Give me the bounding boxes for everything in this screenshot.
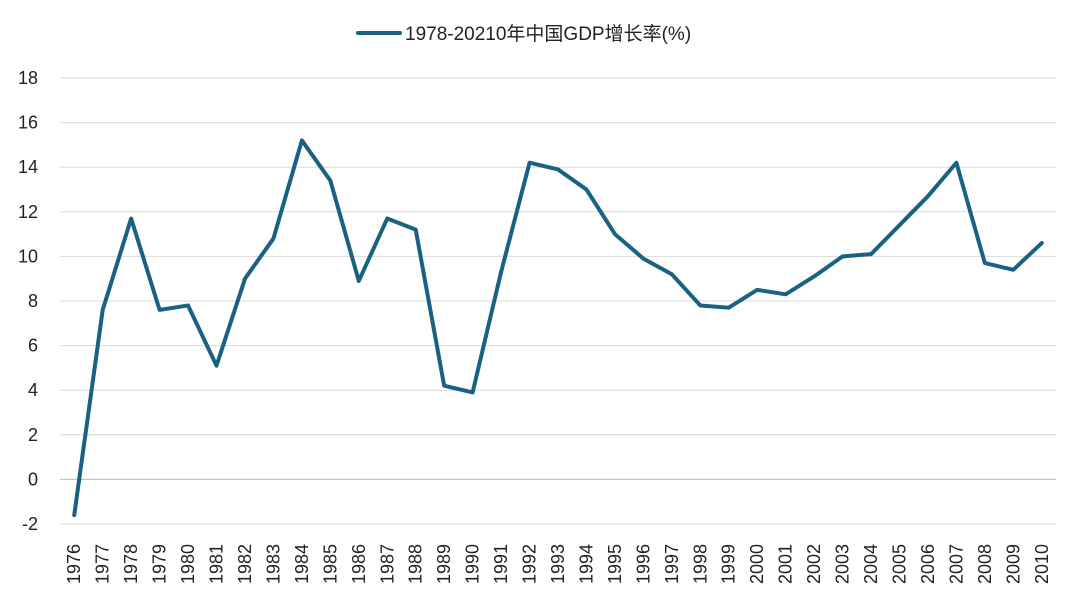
y-tick-label: 10	[18, 246, 38, 266]
x-tick-label: 2000	[747, 544, 767, 584]
x-tick-label: 2001	[776, 544, 796, 584]
data-point	[728, 307, 729, 308]
x-tick-label: 1979	[150, 544, 170, 584]
data-point	[558, 169, 559, 170]
x-tick-label: 2003	[833, 544, 853, 584]
x-tick-label: 1997	[662, 544, 682, 584]
x-tick-label: 2009	[1003, 544, 1023, 584]
y-axis-ticks: -2 0 2 4 6 8 10 12 14 16 18	[18, 68, 38, 534]
data-point	[102, 309, 103, 310]
data-point	[529, 162, 530, 163]
data-point	[244, 278, 245, 279]
data-point	[216, 365, 217, 366]
x-tick-label: 2008	[975, 544, 995, 584]
y-tick-label: 0	[28, 469, 38, 489]
y-tick-label: 18	[18, 68, 38, 88]
x-tick-label: 1989	[434, 544, 454, 584]
legend-label: 1978-20210年中国GDP增长率(%)	[405, 23, 691, 45]
data-point	[614, 234, 615, 235]
y-tick-label: 4	[28, 380, 38, 400]
data-point	[927, 196, 928, 197]
data-point	[472, 392, 473, 393]
x-tick-label: 1992	[520, 544, 540, 584]
data-point	[871, 254, 872, 255]
y-tick-label: 2	[28, 425, 38, 445]
x-tick-label: 1984	[292, 544, 312, 584]
x-tick-label: 1977	[93, 544, 113, 584]
x-tick-label: 1980	[178, 544, 198, 584]
x-tick-label: 1976	[64, 544, 84, 584]
y-tick-label: 16	[18, 113, 38, 133]
x-tick-label: 1988	[406, 544, 426, 584]
series-layer	[72, 138, 1044, 518]
x-tick-label: 1985	[320, 544, 340, 584]
data-point	[671, 274, 672, 275]
data-point	[899, 225, 900, 226]
gridlines	[60, 77, 1056, 525]
data-point	[444, 385, 445, 386]
y-tick-label: 14	[18, 157, 38, 177]
x-tick-label: 1978	[121, 544, 141, 584]
data-point	[586, 189, 587, 190]
data-point	[131, 218, 132, 219]
x-tick-label: 1994	[576, 544, 596, 584]
data-point	[785, 294, 786, 295]
x-axis-ticks: 1976 1977 1978 1979 1980 1981 1982 1983 1984 1985…	[64, 544, 1052, 584]
x-tick-label: 1999	[719, 544, 739, 584]
data-point	[501, 272, 502, 273]
x-tick-label: 2010	[1032, 544, 1052, 584]
x-tick-label: 2002	[804, 544, 824, 584]
x-tick-label: 2007	[946, 544, 966, 584]
x-tick-label: 1998	[690, 544, 710, 584]
data-point	[387, 218, 388, 219]
x-tick-label: 1996	[633, 544, 653, 584]
data-point	[273, 238, 274, 239]
x-tick-label: 1986	[349, 544, 369, 584]
x-tick-label: 1993	[548, 544, 568, 584]
data-point	[358, 280, 359, 281]
data-point	[643, 258, 644, 259]
x-tick-label: 1995	[605, 544, 625, 584]
data-point	[984, 263, 985, 264]
x-tick-label: 2005	[889, 544, 909, 584]
series-line-0	[72, 138, 1044, 518]
data-point	[159, 309, 160, 310]
x-tick-label: 1991	[491, 544, 511, 584]
y-tick-label: -2	[22, 514, 38, 534]
data-point	[74, 515, 75, 516]
y-tick-label: 8	[28, 291, 38, 311]
x-tick-label: 1982	[235, 544, 255, 584]
x-tick-label: 1981	[207, 544, 227, 584]
legend: 1978-20210年中国GDP增长率(%)	[356, 23, 691, 45]
x-tick-label: 1987	[377, 544, 397, 584]
data-point	[956, 162, 957, 163]
data-point	[700, 305, 701, 306]
x-tick-label: 2006	[918, 544, 938, 584]
x-tick-label: 1983	[263, 544, 283, 584]
data-point	[330, 180, 331, 181]
data-point	[301, 140, 302, 141]
data-point	[415, 229, 416, 230]
y-tick-label: 6	[28, 336, 38, 356]
y-tick-label: 12	[18, 202, 38, 222]
x-tick-label: 1990	[463, 544, 483, 584]
data-point	[842, 256, 843, 257]
data-point	[188, 305, 189, 306]
data-point	[1013, 269, 1014, 270]
data-point	[1041, 243, 1042, 244]
data-point	[814, 276, 815, 277]
x-tick-label: 2004	[861, 544, 881, 584]
data-point	[757, 289, 758, 290]
